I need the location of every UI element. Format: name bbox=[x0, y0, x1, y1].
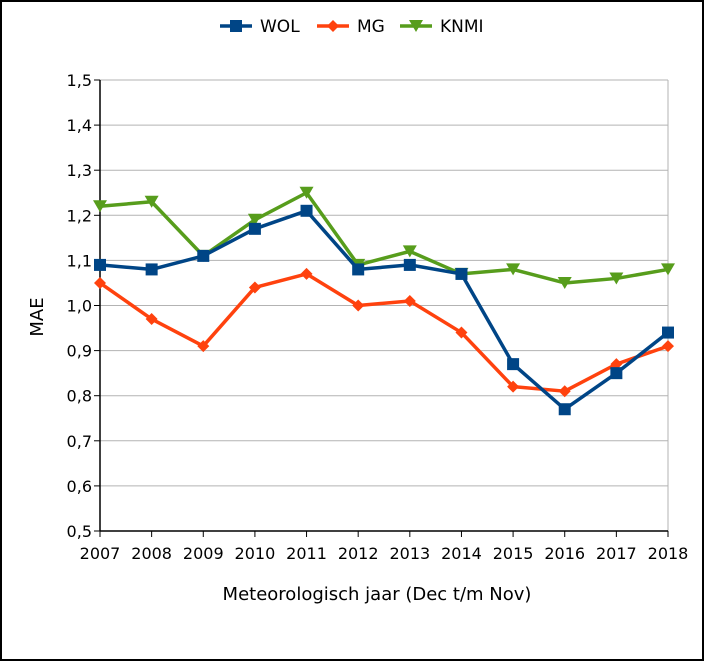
data-point-knmi bbox=[93, 200, 107, 213]
y-tick-label: 0,9 bbox=[67, 342, 92, 361]
data-point-knmi bbox=[299, 186, 314, 199]
data-point-knmi bbox=[247, 213, 262, 226]
data-point-mg bbox=[94, 276, 106, 289]
data-point-mg bbox=[403, 294, 416, 307]
gridlines bbox=[100, 79, 669, 531]
legend-item-wol: WOL bbox=[220, 17, 300, 37]
data-point-wol bbox=[610, 367, 623, 380]
legend-swatch-marker bbox=[230, 20, 242, 32]
data-point-knmi bbox=[661, 263, 675, 276]
x-tick-label: 2010 bbox=[235, 544, 276, 563]
y-tick-label: 0,7 bbox=[67, 432, 92, 451]
y-tick-label: 1,4 bbox=[67, 116, 92, 135]
x-tick-label: 2012 bbox=[338, 544, 379, 563]
x-tick-label: 2018 bbox=[648, 544, 689, 563]
series-knmi bbox=[93, 186, 675, 289]
data-point-wol bbox=[662, 326, 674, 339]
data-point-mg bbox=[507, 380, 520, 393]
data-point-mg bbox=[300, 267, 313, 280]
data-point-mg bbox=[352, 299, 365, 312]
legend-swatch-marker bbox=[409, 20, 423, 32]
y-tick-label: 1,1 bbox=[67, 251, 92, 270]
series-mg bbox=[94, 267, 674, 398]
data-point-knmi bbox=[402, 245, 417, 258]
x-tick-label: 2007 bbox=[80, 544, 121, 563]
y-tick-label: 1,2 bbox=[67, 206, 92, 225]
axes bbox=[94, 79, 669, 537]
x-tick-label: 2015 bbox=[493, 544, 534, 563]
x-tick-label: 2017 bbox=[596, 544, 637, 563]
x-tick-labels: 2007 2008 2009 2010 2011 2012 2013 2014 2015 2016… bbox=[80, 544, 689, 563]
x-tick-label: 2016 bbox=[544, 544, 585, 563]
legend-label: MG bbox=[357, 17, 385, 37]
data-point-mg bbox=[558, 385, 571, 398]
y-axis-title: MAE bbox=[27, 297, 48, 336]
data-point-mg bbox=[610, 358, 623, 371]
data-point-knmi bbox=[144, 195, 159, 208]
legend-item-knmi: KNMI bbox=[400, 17, 484, 37]
series-line-wol bbox=[99, 209, 670, 411]
data-point-wol bbox=[94, 258, 106, 271]
data-point-wol bbox=[300, 204, 313, 217]
data-point-wol bbox=[455, 267, 468, 280]
data-point-mg bbox=[197, 340, 210, 353]
data-point-mg bbox=[662, 340, 674, 353]
x-tick-label: 2008 bbox=[131, 544, 172, 563]
x-axis-title: Meteorologisch jaar (Dec t/m Nov) bbox=[223, 584, 532, 605]
x-tick-label: 2011 bbox=[286, 544, 327, 563]
data-point-wol bbox=[403, 258, 416, 271]
y-tick-label: 1,5 bbox=[67, 71, 92, 90]
y-tick-label: 0,6 bbox=[67, 477, 92, 496]
data-point-wol bbox=[145, 263, 158, 276]
legend-item-mg: MG bbox=[317, 17, 385, 37]
series-group bbox=[93, 186, 675, 416]
x-tick-label: 2013 bbox=[389, 544, 430, 563]
data-point-wol bbox=[197, 249, 210, 262]
y-tick-label: 1,3 bbox=[67, 161, 92, 180]
legend-label: WOL bbox=[260, 17, 300, 37]
y-tick-label: 0,5 bbox=[67, 522, 92, 541]
x-tick-label: 2009 bbox=[183, 544, 224, 563]
data-point-wol bbox=[248, 222, 261, 235]
legend: WOL MG KNMI bbox=[220, 17, 484, 37]
data-point-knmi bbox=[506, 263, 521, 276]
data-point-knmi bbox=[609, 272, 624, 285]
data-point-wol bbox=[352, 263, 365, 276]
y-tick-label: 1,0 bbox=[67, 297, 92, 316]
y-tick-labels: 0,5 0,6 0,7 0,8 0,9 1,0 1,1 1,2 1,3 1,4 1,5 bbox=[67, 71, 92, 541]
x-tick-label: 2014 bbox=[441, 544, 482, 563]
data-point-wol bbox=[558, 403, 571, 416]
data-point-wol bbox=[507, 358, 520, 371]
data-point-mg bbox=[455, 326, 468, 339]
series-line-knmi bbox=[99, 191, 669, 285]
legend-swatch-marker bbox=[327, 20, 339, 32]
data-point-mg bbox=[145, 313, 158, 326]
y-tick-label: 0,8 bbox=[67, 387, 92, 406]
data-point-mg bbox=[248, 281, 261, 294]
series-wol bbox=[94, 204, 674, 416]
legend-label: KNMI bbox=[440, 17, 484, 37]
series-line-mg bbox=[98, 272, 669, 393]
data-point-knmi bbox=[557, 276, 572, 289]
